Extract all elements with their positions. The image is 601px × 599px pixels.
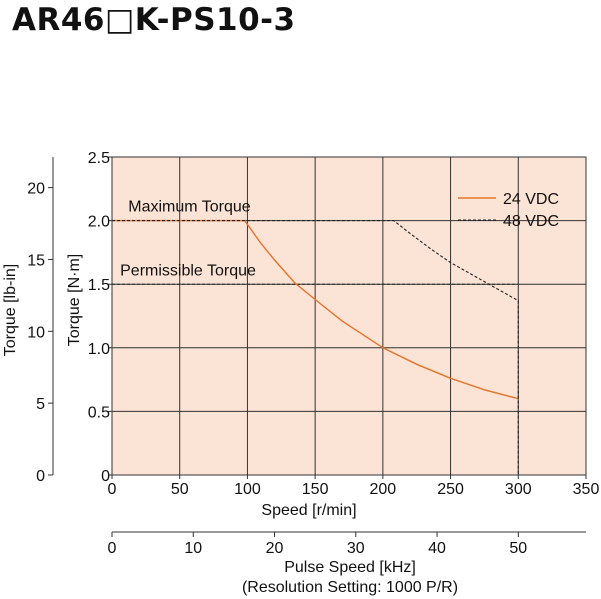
y-tick-label: 1.5 [88,277,110,294]
x2-axis-sublabel: (Resolution Setting: 1000 P/R) [242,579,458,596]
series-line-24-vdc [112,219,519,400]
annotations: Maximum Torque Permissible Torque [120,199,256,280]
annotation-permissible-torque: Permissible Torque [120,262,256,279]
axes [48,156,587,537]
plot-background [112,157,586,475]
legend-label: 24 VDC [503,191,559,208]
legend: 24 VDC 48 VDC [458,191,559,230]
x-tick-label: 300 [505,481,532,498]
x2-axis-label: Pulse Speed [kHz] [284,559,416,576]
y-tick-label: 1.0 [88,341,110,358]
x2-tick-label: 0 [108,540,117,557]
y-axis-label: Torque [N·m] [66,254,83,346]
y-tick-label: 2.0 [88,214,110,231]
y2-tick-label: 5 [36,396,45,413]
x-tick-label: 100 [234,481,261,498]
plot-frame [111,156,587,476]
x-axis-label: Speed [r/min] [261,502,356,519]
x-tick-label: 150 [302,481,329,498]
tick-labels: 0 50 100 150 200 250 300 35000.51.01.52.02.5051… [27,150,599,557]
y-tick-label: 2.5 [88,150,110,167]
x-tick-label: 250 [437,481,464,498]
y2-tick-label: 15 [27,252,45,269]
x-tick-label: 200 [370,481,397,498]
x2-tick-label: 30 [347,540,365,557]
y-tick-label: 0.5 [88,404,110,421]
x2-tick-label: 40 [428,540,446,557]
axis-labels: Speed [r/min] Pulse Speed [kHz] (Resolutio… [2,254,458,596]
x2-tick-label: 10 [184,540,202,557]
x2-tick-label: 50 [509,540,527,557]
series-lines [112,219,519,475]
y2-tick-label: 0 [36,468,45,485]
y-tick-label: 0 [101,468,110,485]
y2-tick-label: 10 [27,324,45,341]
x2-tick-label: 20 [266,540,284,557]
page-title: AR46□K-PS10-3 [12,2,296,38]
x-tick-label: 0 [108,481,117,498]
series-line-48-vdc [112,220,519,475]
legend-label: 48 VDC [503,213,559,230]
x-tick-label: 50 [171,481,189,498]
y2-tick-label: 20 [27,181,45,198]
annotation-maximum-torque: Maximum Torque [128,199,251,216]
x-tick-label: 350 [573,481,600,498]
y2-axis-label: Torque [lb-in] [2,264,19,357]
